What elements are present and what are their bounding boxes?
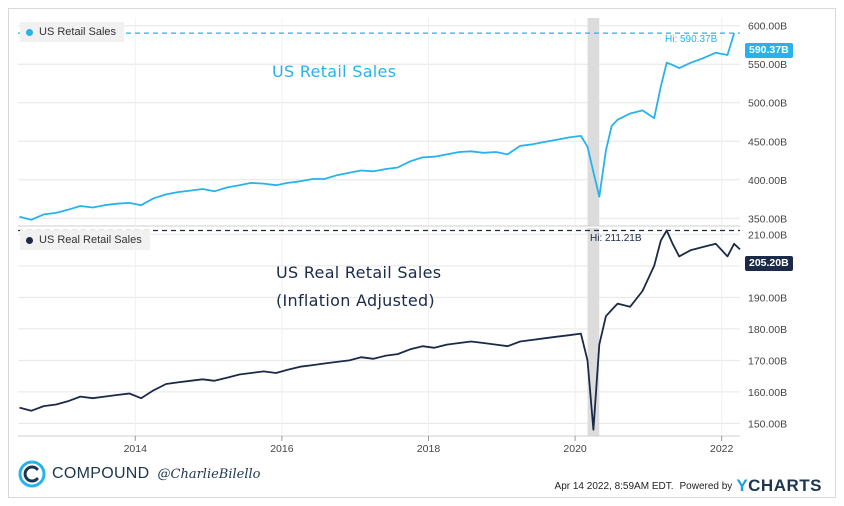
legend-real-label: US Real Retail Sales xyxy=(39,234,142,246)
legend-real: US Real Retail Sales xyxy=(20,230,150,250)
annotation-real-line1: US Real Retail Sales xyxy=(276,263,442,282)
ycharts-y: Y xyxy=(736,476,749,495)
x-tick-1: 2016 xyxy=(270,443,294,455)
annotation-retail: US Retail Sales xyxy=(272,62,397,81)
y-tick-real-0: 150.00B xyxy=(748,418,787,430)
footer-brand: COMPOUND @CharlieBilello xyxy=(18,460,261,488)
y-tick-retail-0: 350.00B xyxy=(748,213,787,225)
y-tick-real-4: 190.00B xyxy=(748,292,787,304)
y-tick-retail-3: 500.00B xyxy=(748,98,787,110)
hi-label-retail: Hi: 590.37B xyxy=(665,34,718,45)
hi-label-real: Hi: 211.21B xyxy=(590,233,642,244)
brand-name: COMPOUND xyxy=(52,465,150,482)
y-tick-retail-5: 600.00B xyxy=(748,21,787,33)
y-tick-real-3: 180.00B xyxy=(748,324,787,336)
x-tick-4: 2022 xyxy=(710,443,734,455)
x-tick-2: 2018 xyxy=(417,443,441,455)
last-value-tag-real: 205.20B xyxy=(745,256,793,271)
ycharts-logo: YCHARTS xyxy=(736,476,822,496)
annotation-real-line2: (Inflation Adjusted) xyxy=(276,291,435,310)
chart-frame xyxy=(8,8,836,498)
y-tick-retail-4: 550.00B xyxy=(748,59,787,71)
y-tick-real-1: 160.00B xyxy=(748,387,787,399)
x-tick-3: 2020 xyxy=(563,443,587,455)
recession-band-real xyxy=(587,228,600,436)
y-tick-real-2: 170.00B xyxy=(748,355,787,367)
compound-logo-icon xyxy=(18,460,46,488)
powered-by-label: Powered by xyxy=(679,480,733,492)
recession-band-retail xyxy=(587,18,600,226)
y-tick-retail-2: 450.00B xyxy=(748,136,787,148)
legend-dot-real-icon xyxy=(26,236,33,244)
author-handle: @CharlieBilello xyxy=(157,466,261,482)
ycharts-rest: CHARTS xyxy=(748,476,822,495)
legend-retail: US Retail Sales xyxy=(20,22,125,42)
series-line-retail xyxy=(19,32,735,221)
legend-dot-retail-icon xyxy=(26,28,33,36)
x-tick-0: 2014 xyxy=(124,443,148,455)
y-tick-real-6: 210.00B xyxy=(748,229,787,241)
legend-retail-label: US Retail Sales xyxy=(39,26,117,38)
footer-source: Apr 14 2022, 8:59AM EDT. Powered by YCHA… xyxy=(555,476,822,496)
timestamp: Apr 14 2022, 8:59AM EDT. xyxy=(554,480,674,492)
last-value-tag-retail: 590.37B xyxy=(745,43,793,58)
series-line-real xyxy=(19,229,741,431)
y-tick-retail-1: 400.00B xyxy=(748,175,787,187)
